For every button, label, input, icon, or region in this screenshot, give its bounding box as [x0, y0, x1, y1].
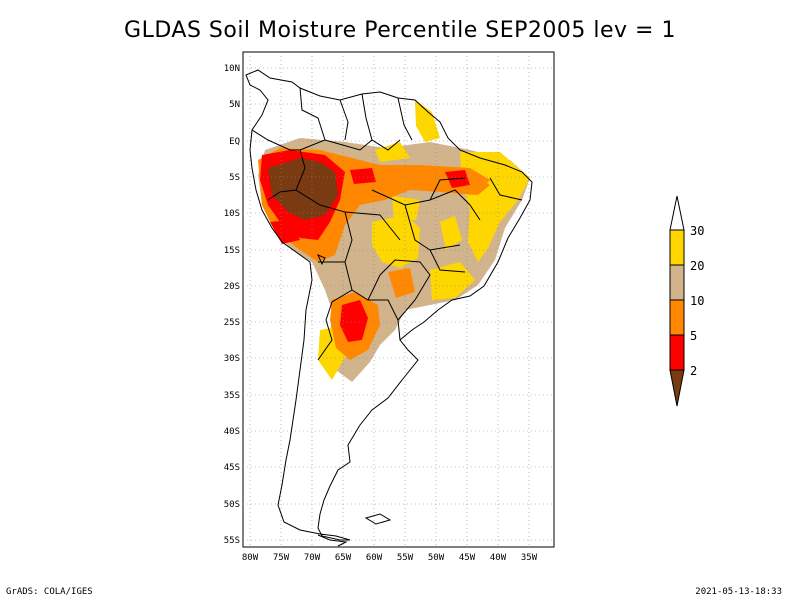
lat-label-45s: 45S [224, 463, 240, 473]
shade-20-30-guiana [415, 100, 440, 142]
colorbar-labels: 30 20 10 5 2 [690, 224, 704, 378]
lon-label-70w: 70W [304, 553, 321, 563]
lat-label-35s: 35S [224, 391, 240, 401]
colorbar-label-2: 2 [690, 364, 697, 378]
lat-label-20s: 20S [224, 282, 240, 292]
graticule [243, 52, 554, 547]
latitude-labels: 10N 5N EQ 5S 10S 15S 20S 25S 30S 35S 40S… [224, 64, 240, 546]
shade-2-5-peru [270, 220, 300, 244]
colorbar-label-5: 5 [690, 329, 697, 343]
lat-label-5n: 5N [229, 100, 240, 110]
lon-label-75w: 75W [273, 553, 290, 563]
lat-label-15s: 15S [224, 246, 240, 256]
lake-titicaca [317, 254, 326, 266]
colorbar-20-30 [669, 229, 685, 266]
colorbar-2-5 [669, 334, 685, 371]
colorbar-10-20 [669, 264, 685, 301]
shade-2-5-north [350, 168, 376, 184]
footer-credit: GrADS: COLA/IGES [6, 587, 93, 597]
colorbar-label-20: 20 [690, 259, 704, 273]
lat-label-40s: 40S [224, 427, 240, 437]
lat-label-50s: 50S [224, 500, 240, 510]
footer-timestamp: 2021-05-13-18:33 [695, 587, 782, 597]
lon-label-40w: 40W [490, 553, 507, 563]
lat-label-5s: 5S [229, 173, 240, 183]
shade-2-5-paraguay [340, 300, 368, 342]
percentile-shading [258, 100, 530, 382]
state-borders [344, 177, 523, 273]
shade-5-10-center [388, 268, 415, 298]
colorbar-5-10 [669, 299, 685, 336]
lat-label-10n: 10N [224, 64, 240, 74]
colorbar-label-10: 10 [690, 294, 704, 308]
lat-label-55s: 55S [224, 536, 240, 546]
colorbar-label-30: 30 [690, 224, 704, 238]
longitude-labels: 80W 75W 70W 65W 60W 55W 50W 45W 40W 35W [242, 553, 538, 563]
lon-label-50w: 50W [428, 553, 445, 563]
shade-20-30-center2 [440, 216, 462, 250]
chart-title: GLDAS Soil Moisture Percentile SEP2005 l… [124, 18, 676, 43]
lat-label-10s: 10S [224, 209, 240, 219]
falkland-islands [364, 513, 392, 525]
colorbar-gt30 [669, 195, 685, 231]
lon-label-35w: 35W [521, 553, 538, 563]
shade-lt2-western-amazon [268, 158, 338, 220]
colorbar [669, 195, 685, 407]
lon-label-55w: 55W [397, 553, 414, 563]
lat-label-30s: 30S [224, 354, 240, 364]
shade-20-30-north [375, 142, 410, 162]
south-america-outline [245, 69, 533, 541]
coastline [245, 69, 533, 547]
lat-label-25s: 25S [224, 318, 240, 328]
lon-label-65w: 65W [335, 553, 352, 563]
tierra-del-fuego [317, 534, 348, 547]
lon-label-45w: 45W [459, 553, 476, 563]
lat-label-eq: EQ [229, 137, 240, 147]
lon-label-80w: 80W [242, 553, 259, 563]
country-borders [251, 87, 431, 361]
shade-20-30-central [372, 215, 420, 268]
lon-label-60w: 60W [366, 553, 383, 563]
colorbar-lt2 [669, 369, 685, 407]
